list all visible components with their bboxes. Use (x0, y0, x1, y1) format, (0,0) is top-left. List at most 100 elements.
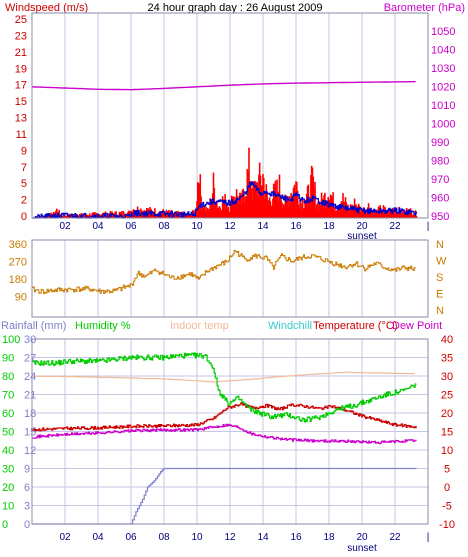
windspeed-bar (351, 204, 353, 218)
temperature-tick-label: 5 (444, 464, 450, 476)
temperature-line (32, 402, 417, 432)
windspeed-bar (256, 182, 258, 218)
windspeed-bar (58, 209, 60, 218)
windspeed-bar (314, 182, 316, 218)
direction-gridlines (64, 240, 396, 317)
temperature-tick-label: 20 (441, 408, 453, 420)
windspeed-bar (224, 194, 226, 218)
windspeed-bar (199, 174, 202, 218)
temperature-tick-label: -5 (442, 501, 452, 513)
windspeed-bar (415, 215, 418, 218)
windspeed-bar (257, 198, 259, 218)
windspeed-bar (126, 215, 128, 218)
windspeed-bar (148, 211, 150, 218)
windspeed-tick-label: 11 (16, 129, 27, 141)
humidity-axis-label: Humidity % (75, 320, 131, 332)
wind-baro-lines (31, 81, 418, 219)
x-tick-label: 16 (290, 221, 302, 232)
windspeed-bar (305, 193, 308, 218)
windspeed-bar (403, 210, 405, 218)
wind-x-tick-labels: 02 04 06 08 10 12 14 16 18 20 22 | (59, 221, 429, 232)
indoor-temp-line (32, 371, 415, 383)
windspeed-bar (121, 214, 124, 218)
windspeed-axis-label: Windspeed (m/s) (5, 2, 88, 14)
humidity-tick-label: 20 (2, 482, 14, 494)
windspeed-bar (206, 208, 209, 218)
x-tick-label: 22 (389, 221, 401, 232)
rain-tick-label: 24 (24, 371, 36, 383)
humidity-tick-label: 90 (2, 353, 14, 365)
rain-tick-label: 18 (24, 408, 36, 420)
humidity-tick-label: 100 (2, 334, 20, 346)
windspeed-bar (386, 209, 389, 218)
humidity-tick-label: 80 (2, 371, 14, 383)
windspeed-bar (239, 193, 242, 218)
wind-baro-frame (31, 12, 429, 219)
windspeed-bar (325, 201, 328, 218)
windspeed-bar (41, 215, 43, 218)
windspeed-bar (95, 212, 98, 218)
windspeed-bar (318, 201, 320, 218)
windspeed-bar (388, 209, 390, 218)
windspeed-bar (62, 216, 65, 218)
barometer-tick-label: 950 (431, 211, 449, 223)
temperature-tick-label: 15 (441, 427, 453, 439)
windspeed-bar (197, 183, 200, 218)
x-tick-label: 18 (323, 221, 335, 232)
windspeed-bar (375, 210, 377, 218)
humidity-line (32, 352, 417, 423)
windspeed-bar (290, 192, 292, 218)
temp-frame (31, 338, 429, 525)
humidity-tick-label: 30 (2, 464, 14, 476)
windspeed-bar (154, 208, 156, 218)
windspeed-bar (259, 175, 262, 218)
windspeed-tick-label: 2 (21, 195, 27, 207)
windspeed-bar (236, 196, 239, 218)
windspeed-bar (269, 201, 272, 218)
sunset-label-bottom: sunset (347, 543, 377, 554)
humidity-tick-label: 50 (2, 427, 14, 439)
x-tick-label: | (427, 221, 430, 232)
windspeed-bar (271, 205, 273, 218)
chart-title: 24 hour graph day : 26 August 2009 (148, 2, 323, 14)
x-tick-label: 22 (389, 532, 401, 543)
windspeed-bar (276, 179, 278, 218)
barometer-tick-label: 970 (431, 174, 449, 186)
windspeed-bar (154, 214, 157, 218)
windspeed-tick-label: 25 (15, 14, 27, 26)
humidity-tick-label: 70 (2, 390, 14, 402)
x-tick-label: 14 (257, 532, 269, 543)
dewpoint-line (32, 423, 417, 445)
temp-panel: Rainfall (mm) Humidity % Indoor temp Win… (1, 320, 455, 554)
windspeed-bar (389, 210, 391, 218)
windspeed-bar (223, 199, 225, 218)
windspeed-bar (105, 216, 107, 218)
windspeed-bar (115, 211, 117, 218)
windspeed-bar (98, 214, 101, 218)
rain-tick-label: 30 (24, 334, 36, 346)
windspeed-bar (296, 182, 298, 218)
temperature-axis-label: Temperature (°C) (313, 320, 397, 332)
windspeed-tick-label: 15 (15, 96, 27, 108)
humidity-tick-label: 0 (2, 519, 8, 531)
direction-degree-labels: 360 270 180 90 (9, 239, 27, 304)
windspeed-bar (301, 198, 304, 218)
windspeed-bar (360, 207, 362, 218)
x-tick-label: 10 (191, 532, 203, 543)
windspeed-bar (273, 186, 276, 218)
compass-tick-label: N (436, 305, 444, 317)
temperature-tick-label: -10 (439, 519, 455, 531)
direction-line (32, 249, 416, 295)
windspeed-bar (289, 203, 291, 218)
windspeed-bar (372, 214, 375, 218)
windspeed-tick-label: 9 (21, 145, 27, 157)
windspeed-bar (85, 214, 88, 218)
windspeed-bar (122, 211, 125, 218)
windspeed-bar (335, 210, 338, 218)
windspeed-bar (88, 213, 91, 218)
windspeed-bar (268, 197, 271, 218)
direction-tick-label: 270 (9, 257, 27, 269)
